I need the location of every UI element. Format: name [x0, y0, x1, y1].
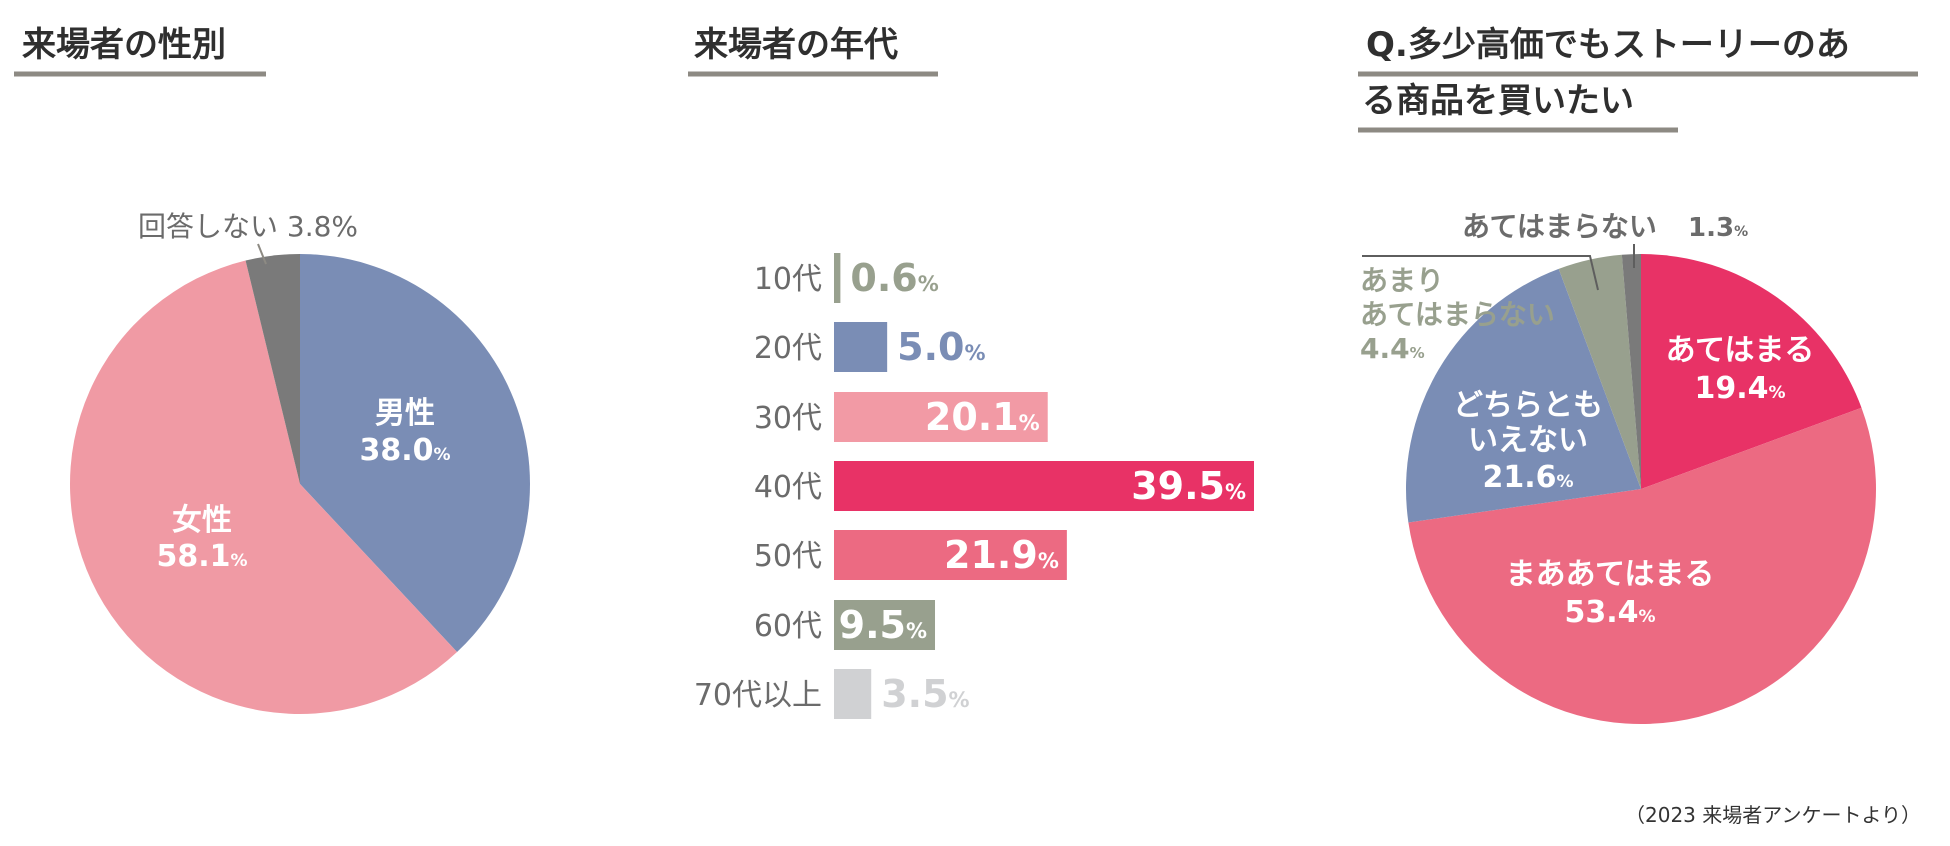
story-label-1: まああてはまる	[1506, 557, 1715, 592]
gender-slice-1	[69, 260, 458, 715]
story-value-0: 19.4%	[1694, 371, 1785, 406]
gender-chart-title: 来場者の性別	[22, 25, 226, 65]
story-label-3-line2: あてはまらない	[1360, 298, 1555, 331]
source-footnote: （2023 来場者アンケートより）	[1625, 803, 1921, 827]
age-bar-1	[834, 322, 888, 372]
age-category-label-2: 30代	[754, 401, 822, 436]
story-label-4: あてはまらない	[1462, 210, 1657, 243]
age-category-label-6: 70代以上	[694, 678, 822, 713]
story-label-2-line2: いえない	[1468, 423, 1588, 458]
age-category-label-5: 60代	[754, 609, 822, 644]
age-value-label-1: 5.0%	[897, 325, 985, 369]
age-value-label-5: 9.5%	[839, 603, 927, 647]
age-category-label-4: 50代	[754, 539, 822, 574]
gender-label-no-answer: 回答しない 3.8%	[138, 210, 358, 243]
story-label-3-line1: あまり	[1360, 264, 1444, 297]
gender-label-male: 男性	[375, 396, 435, 431]
story-chart-title-line1: Q.多少高価でもストーリーのあ	[1366, 25, 1850, 65]
story-label-0: あてはまる	[1666, 333, 1815, 368]
gender-slice-2	[245, 254, 300, 484]
gender-value-female: 58.1%	[156, 539, 247, 574]
age-bar-5	[834, 600, 936, 650]
story-value-1: 53.4%	[1564, 595, 1655, 630]
story-value-2: 21.6%	[1482, 460, 1573, 495]
age-value-label-0: 0.6%	[850, 256, 938, 300]
gender-value-male: 38.0%	[359, 433, 450, 468]
age-bar-0	[834, 253, 841, 303]
gender-slice-0	[300, 254, 530, 653]
story-value-4: 1.3%	[1688, 213, 1748, 243]
story-label-2-line1: どちらとも	[1453, 388, 1603, 423]
story-slice-4	[1621, 254, 1641, 489]
story-leader-line-3	[1362, 255, 1599, 291]
age-value-label-6: 3.5%	[881, 672, 969, 716]
gender-leader-line	[257, 243, 267, 265]
story-slice-1	[1408, 407, 1876, 724]
gender-label-female: 女性	[172, 503, 232, 538]
age-value-label-4: 21.9%	[944, 533, 1059, 577]
age-bar-2	[834, 392, 1048, 442]
age-chart-title: 来場者の年代	[694, 25, 898, 65]
age-category-label-3: 40代	[754, 470, 822, 505]
age-value-label-3: 39.5%	[1131, 464, 1246, 508]
age-bar-3	[834, 461, 1254, 511]
story-slice-2	[1406, 268, 1641, 523]
story-chart-title-line2: る商品を買いたい	[1362, 81, 1634, 121]
story-slice-3	[1558, 254, 1641, 489]
age-bar-chart: 10代 0.6% 20代 5.0% 30代 20.1% 40代 39.5% 50代 21.9% 60…	[694, 250, 1254, 725]
age-bar-6	[834, 669, 872, 719]
age-category-label-1: 20代	[754, 331, 822, 366]
story-slice-0	[1641, 254, 1862, 489]
age-category-label-0: 10代	[754, 262, 822, 297]
story-value-3: 4.4%	[1360, 332, 1425, 365]
age-value-label-2: 20.1%	[925, 395, 1040, 439]
age-bar-4	[834, 530, 1067, 580]
